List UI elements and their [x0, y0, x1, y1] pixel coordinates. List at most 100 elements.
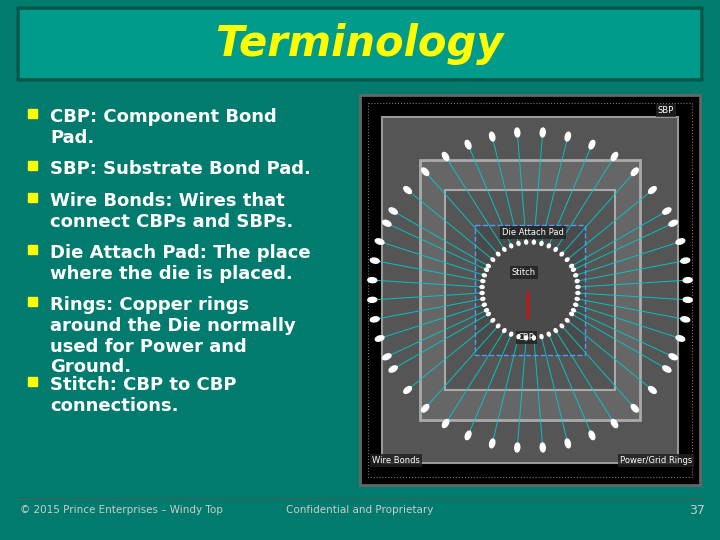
Bar	[368, 103, 692, 477]
Ellipse shape	[422, 404, 428, 412]
Ellipse shape	[631, 404, 639, 412]
Ellipse shape	[570, 312, 573, 316]
Ellipse shape	[572, 268, 575, 271]
Ellipse shape	[532, 240, 536, 244]
Ellipse shape	[669, 220, 678, 226]
Ellipse shape	[404, 387, 411, 393]
Ellipse shape	[565, 132, 570, 141]
Ellipse shape	[560, 324, 564, 328]
FancyBboxPatch shape	[20, 10, 700, 78]
Ellipse shape	[422, 168, 428, 176]
Ellipse shape	[525, 336, 528, 340]
Ellipse shape	[481, 280, 485, 282]
Ellipse shape	[481, 298, 485, 300]
Bar	[445, 190, 615, 390]
Ellipse shape	[515, 443, 520, 452]
Ellipse shape	[631, 168, 639, 176]
Ellipse shape	[540, 128, 545, 137]
Text: CBP: CBP	[518, 333, 535, 342]
Ellipse shape	[572, 309, 575, 312]
Ellipse shape	[576, 292, 580, 294]
Ellipse shape	[676, 239, 685, 244]
Ellipse shape	[649, 387, 656, 393]
Ellipse shape	[491, 258, 495, 261]
Ellipse shape	[560, 252, 564, 256]
Ellipse shape	[389, 208, 397, 214]
Text: SBP: Substrate Bond Pad.: SBP: Substrate Bond Pad.	[50, 160, 311, 178]
Ellipse shape	[515, 128, 520, 137]
Ellipse shape	[382, 354, 391, 360]
Ellipse shape	[465, 431, 471, 440]
Ellipse shape	[681, 317, 690, 322]
Ellipse shape	[683, 298, 692, 302]
Text: SBP: SBP	[658, 106, 674, 115]
Ellipse shape	[554, 329, 557, 333]
Bar	[28, 161, 37, 170]
Ellipse shape	[485, 268, 488, 271]
Ellipse shape	[490, 439, 495, 448]
Ellipse shape	[496, 324, 500, 328]
Ellipse shape	[370, 258, 379, 263]
Ellipse shape	[547, 244, 550, 248]
Text: Wire Bonds: Wires that
connect CBPs and SBPs.: Wire Bonds: Wires that connect CBPs and …	[50, 192, 293, 231]
Bar	[28, 109, 37, 118]
Text: © 2015 Prince Enterprises – Windy Top: © 2015 Prince Enterprises – Windy Top	[20, 505, 223, 515]
Ellipse shape	[389, 366, 397, 372]
Ellipse shape	[540, 335, 543, 339]
Ellipse shape	[570, 265, 573, 268]
Ellipse shape	[554, 247, 557, 251]
Text: Stitch: Stitch	[512, 268, 536, 277]
Ellipse shape	[517, 335, 520, 339]
Ellipse shape	[503, 329, 506, 333]
Text: Die Attach Pad: Die Attach Pad	[502, 228, 564, 237]
Text: Power/Grid Rings: Power/Grid Rings	[620, 456, 692, 465]
Ellipse shape	[510, 332, 513, 336]
Ellipse shape	[676, 336, 685, 341]
Ellipse shape	[589, 140, 595, 149]
Ellipse shape	[482, 303, 486, 306]
Text: CBP: Component Bond
Pad.: CBP: Component Bond Pad.	[50, 108, 276, 147]
Ellipse shape	[681, 258, 690, 263]
Ellipse shape	[662, 366, 671, 372]
Text: Die Attach Pad: The place
where the die is placed.: Die Attach Pad: The place where the die …	[50, 244, 310, 283]
Text: Confidential and Proprietary: Confidential and Proprietary	[287, 505, 433, 515]
Ellipse shape	[575, 280, 579, 282]
Ellipse shape	[525, 240, 528, 244]
Bar	[475, 225, 585, 355]
Ellipse shape	[565, 439, 570, 448]
Ellipse shape	[485, 309, 488, 312]
Ellipse shape	[517, 241, 520, 245]
Ellipse shape	[465, 140, 471, 149]
Ellipse shape	[547, 332, 550, 336]
Ellipse shape	[480, 292, 484, 294]
Ellipse shape	[442, 420, 449, 428]
Ellipse shape	[442, 152, 449, 160]
Bar	[28, 245, 37, 254]
Ellipse shape	[662, 208, 671, 214]
Ellipse shape	[368, 278, 377, 282]
Ellipse shape	[683, 278, 692, 282]
Ellipse shape	[565, 319, 569, 322]
Ellipse shape	[565, 258, 569, 261]
Ellipse shape	[510, 244, 513, 248]
Ellipse shape	[382, 220, 391, 226]
Bar	[382, 117, 678, 463]
Ellipse shape	[649, 187, 656, 193]
Ellipse shape	[482, 274, 486, 277]
Ellipse shape	[574, 274, 577, 277]
Bar	[28, 377, 37, 386]
Ellipse shape	[375, 239, 384, 244]
Ellipse shape	[503, 247, 506, 251]
Text: Terminology: Terminology	[216, 23, 504, 65]
Ellipse shape	[491, 319, 495, 322]
Bar	[28, 297, 37, 306]
Ellipse shape	[669, 354, 678, 360]
Ellipse shape	[487, 312, 490, 316]
Text: Stitch: CBP to CBP
connections.: Stitch: CBP to CBP connections.	[50, 376, 236, 415]
Text: 37: 37	[689, 503, 705, 516]
Ellipse shape	[487, 265, 490, 268]
Ellipse shape	[368, 298, 377, 302]
Ellipse shape	[574, 303, 577, 306]
Text: Rings: Copper rings
around the Die normally
used for Power and
Ground.: Rings: Copper rings around the Die norma…	[50, 296, 296, 376]
FancyBboxPatch shape	[18, 8, 702, 80]
